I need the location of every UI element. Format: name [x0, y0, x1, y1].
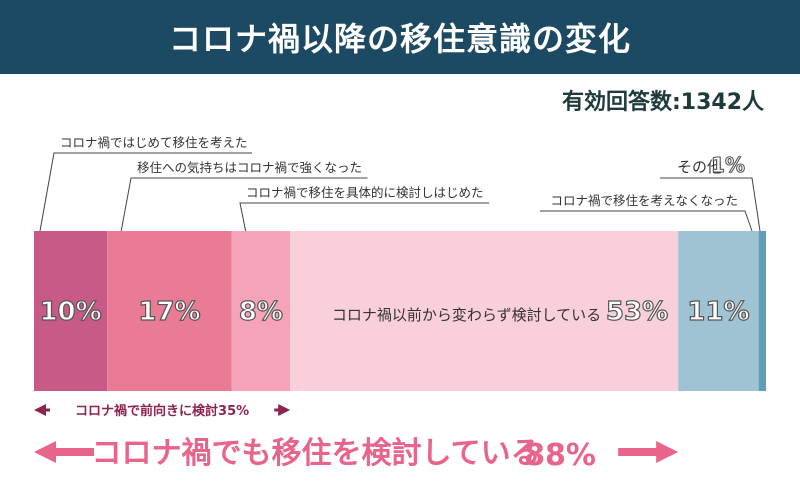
- bar-segment: [678, 231, 759, 391]
- leader-line: [540, 210, 753, 232]
- leader-line: [39, 152, 252, 232]
- bracket-line: [618, 448, 659, 456]
- arrow-right-icon: [656, 441, 679, 463]
- bar-group: 10% 17% 8% コロナ禍以前から変わらず検討している 53% 11%: [34, 231, 766, 391]
- annotation-label: コロナ禍ではじめて移住を考えた: [60, 135, 248, 150]
- value-label: 10%: [39, 297, 101, 327]
- segment-inline-label: コロナ禍以前から変わらず検討している 53%: [332, 297, 668, 327]
- leader-line: [660, 177, 761, 232]
- value-label: 1%: [711, 153, 745, 177]
- chart-title: コロナ禍以降の移住意識の変化: [168, 20, 631, 58]
- value-label: 53%: [606, 297, 668, 327]
- bar-segment: [758, 231, 766, 391]
- bracket-line: [54, 448, 94, 456]
- bracket-label-bg: [50, 401, 275, 419]
- bar-segment: [290, 231, 679, 391]
- value-label: 88%: [524, 438, 596, 473]
- annotation-group: コロナ禍ではじめて移住を考えた移住への気持ちはコロナ禍で強くなったコロナ禍で移住…: [39, 135, 761, 232]
- chart-header: コロナ禍以降の移住意識の変化: [0, 0, 800, 74]
- arrow-right-icon: [278, 404, 291, 416]
- arrow-left-icon: [34, 404, 46, 416]
- value-label: 17%: [138, 297, 200, 327]
- annotation-label: コロナ禍で移住を考えなくなった: [550, 193, 738, 208]
- annotation-label: 移住への気持ちはコロナ禍で強くなった: [137, 160, 362, 175]
- value-label: 8%: [239, 297, 283, 327]
- bar-segment: [231, 231, 291, 391]
- annotation-label: コロナ禍で移住を具体的に検討しはじめた: [246, 185, 484, 200]
- leader-line: [120, 177, 368, 232]
- bracket-label: コロナ禍でも移住を検討している: [92, 436, 541, 471]
- bar-segment: [34, 231, 108, 391]
- leader-line: [239, 202, 490, 232]
- arrow-left-icon: [34, 441, 56, 463]
- annotation-label: その他: [677, 158, 722, 176]
- bracket-label: コロナ禍で前向きに検討35%: [75, 403, 249, 419]
- response-count: 有効回答数:1342人: [561, 90, 764, 115]
- segment-label-text: コロナ禍以前から変わらず検討している: [332, 306, 606, 324]
- bar-segment: [107, 231, 232, 391]
- value-label: 11%: [687, 297, 749, 327]
